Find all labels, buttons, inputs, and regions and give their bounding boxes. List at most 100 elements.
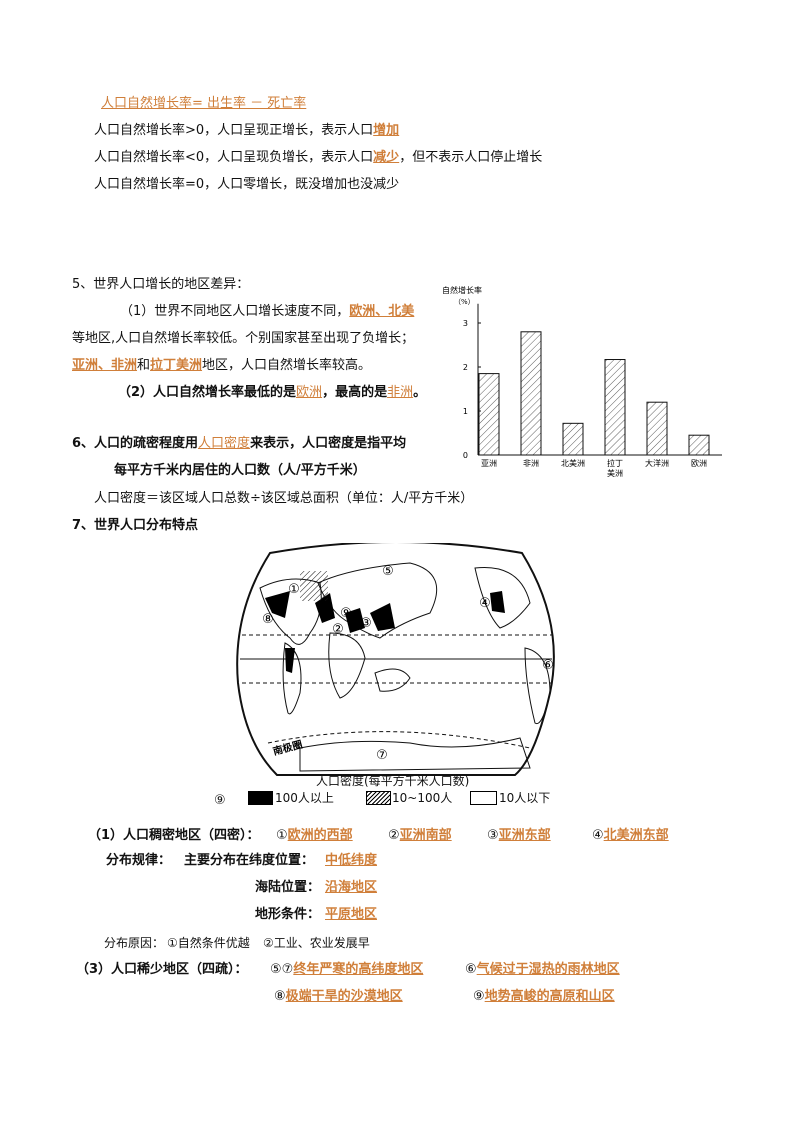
lat-value: 中低纬度 xyxy=(325,853,378,868)
continents xyxy=(259,562,551,772)
dense-areas xyxy=(265,591,505,673)
formula: 人口自然增长率= 出生率 － 死亡率 xyxy=(101,96,307,111)
answer: 极端干旱的沙漠地区 xyxy=(285,989,403,1004)
text: ，最高的是 xyxy=(322,385,388,400)
text: ，但不表示人口停止增长 xyxy=(399,150,543,165)
rate-line-3: 人口自然增长率=0，人口零增长，既没增加也没减少 xyxy=(94,177,400,192)
lat-label: 主要分布在纬度位置： xyxy=(184,853,315,868)
dense-item: ①欧洲的西部 xyxy=(276,827,353,845)
dense-item: ③亚洲东部 xyxy=(487,827,551,845)
answer: 亚洲、非洲 xyxy=(72,358,138,373)
map-legend-prefix: ⑨ xyxy=(214,793,226,808)
marker-6: ⑥ xyxy=(542,658,554,673)
marker-8: ⑧ xyxy=(262,612,274,627)
y-axis-label: 自然增长率 xyxy=(442,285,482,295)
answer: 气候过于湿热的雨林地区 xyxy=(476,962,620,977)
world-population-density-map: ① ② ③ ④ ⑤ ⑥ ⑦ ⑧ ⑨ 南极圈 xyxy=(236,543,555,776)
answer: 欧洲、北美 xyxy=(349,304,415,319)
sparse-item: ⑥气候过于湿热的雨林地区 xyxy=(465,961,620,979)
map-legend-title: 人口密度(每平方千米人口数) xyxy=(316,774,470,788)
dense-item: ②亚洲南部 xyxy=(388,827,452,845)
num: ③ xyxy=(487,828,499,843)
sparse-item: ⑤⑦终年严寒的高纬度地区 xyxy=(270,961,423,979)
reason-1: ①自然条件优越 xyxy=(167,936,250,950)
reason-2: ②工业、农业发展早 xyxy=(263,936,370,950)
answer: 欧洲 xyxy=(296,385,323,400)
answer: 地势高峻的高原和山区 xyxy=(484,989,615,1004)
y-tick-label: 3 xyxy=(463,319,468,328)
section5-p1-line3: 亚洲、非洲和拉丁美洲地区，人口自然增长率较高。 xyxy=(72,357,371,375)
map-markers: ① ② ③ ④ ⑤ ⑥ ⑦ ⑧ ⑨ xyxy=(262,564,554,763)
legend-label: 10~100人 xyxy=(392,791,453,805)
bar-亚洲 xyxy=(478,373,500,456)
legend-swatch-sparse xyxy=(470,791,497,805)
x-tick-label: 大洋洲 xyxy=(645,458,669,468)
sea-label: 海陆位置： xyxy=(255,880,321,895)
terrain-label: 地形条件： xyxy=(255,907,321,922)
dense-heading: （1）人口稠密地区（四密）： xyxy=(88,828,260,843)
answer: 拉丁美洲 xyxy=(150,358,203,373)
rate-line-2: 人口自然增长率<0，人口呈现负增长，表示人口减少，但不表示人口停止增长 xyxy=(94,149,542,167)
marker-3: ③ xyxy=(360,616,372,631)
section5-heading: 5、世界人口增长的地区差异： xyxy=(72,277,250,292)
rate-line-1: 人口自然增长率>0，人口呈现正增长，表示人口增加 xyxy=(94,122,399,140)
text: 人口自然增长率>0，人口呈现正增长，表示人口 xyxy=(94,123,374,138)
x-tick-label: 拉丁 xyxy=(607,458,623,468)
sparse-item: ⑧极端干旱的沙漠地区 xyxy=(274,988,403,1006)
marker-9: ⑨ xyxy=(340,606,352,621)
answer: 欧洲的西部 xyxy=(287,828,353,843)
terrain-value: 平原地区 xyxy=(325,907,378,922)
section5-p2: （2）人口自然增长率最低的是欧洲，最高的是非洲。 xyxy=(118,384,426,402)
bar-北美洲 xyxy=(562,422,584,456)
answer: 人口密度 xyxy=(198,436,251,451)
reason-label: 分布原因： xyxy=(104,936,165,950)
sea-value: 沿海地区 xyxy=(325,880,378,895)
text: （1）世界不同地区人口增长速度不同， xyxy=(120,304,350,319)
section5-p1: （1）世界不同地区人口增长速度不同，欧洲、北美 xyxy=(120,303,414,321)
text: 。 xyxy=(413,385,427,400)
legend-swatch-medium xyxy=(366,791,391,805)
marker-5: ⑤ xyxy=(382,564,394,579)
text: 人口自然增长率<0，人口呈现负增长，表示人口 xyxy=(94,150,374,165)
marker-2: ② xyxy=(332,622,344,637)
text: 和 xyxy=(137,358,151,373)
section6-formula: 人口密度＝该区域人口总数÷该区域总面积（单位：人/平方千米） xyxy=(94,491,474,506)
legend-swatch-dense xyxy=(248,791,273,805)
bar-拉丁美洲 xyxy=(604,359,626,456)
num: ⑨ xyxy=(473,989,485,1004)
hatched-area xyxy=(300,571,328,601)
marker-4: ④ xyxy=(479,596,491,611)
growth-rate-bar-chart: 自然增长率 （%） 0 1 2 3 亚洲 非洲 北美洲 拉丁美洲 大洋洲 欧洲 xyxy=(442,285,722,478)
text: （2）人口自然增长率最低的是 xyxy=(118,385,297,400)
bar-大洋洲 xyxy=(646,401,668,456)
num: ① xyxy=(276,828,288,843)
answer: 亚洲东部 xyxy=(498,828,551,843)
section6-line2: 每平方千米内居住的人口数（人/平方千米） xyxy=(114,463,366,478)
num: ④ xyxy=(592,828,604,843)
answer: 北美洲东部 xyxy=(603,828,669,843)
x-tick-label: 美洲 xyxy=(607,468,623,478)
text: 地区，人口自然增长率较高。 xyxy=(202,358,372,373)
x-tick-label: 亚洲 xyxy=(481,459,497,468)
x-tick-label: 非洲 xyxy=(523,458,539,468)
marker-1: ① xyxy=(288,582,300,597)
answer: 亚洲南部 xyxy=(399,828,452,843)
legend-label: 100人以上 xyxy=(275,791,334,805)
num: ⑧ xyxy=(274,989,286,1004)
sparse-heading: （3）人口稀少地区（四疏）： xyxy=(76,962,248,977)
section6-line1: 6、人口的疏密程度用人口密度来表示，人口密度是指平均 xyxy=(72,435,406,453)
sparse-item: ⑨地势高峻的高原和山区 xyxy=(473,988,615,1006)
answer: 减少 xyxy=(373,150,400,165)
bar-非洲 xyxy=(520,331,542,456)
bar-欧洲 xyxy=(688,434,710,456)
dense-item: ④北美洲东部 xyxy=(592,827,669,845)
num: ② xyxy=(388,828,400,843)
y-tick-label: 0 xyxy=(463,451,468,460)
section5-p1-line2: 等地区,人口自然增长率较低。个别国家甚至出现了负增长； xyxy=(72,331,415,346)
rule-label: 分布规律： xyxy=(106,853,172,868)
num: ⑤⑦ xyxy=(270,962,294,977)
answer: 增加 xyxy=(373,123,400,138)
y-tick-label: 2 xyxy=(463,363,468,372)
y-axis-unit: （%） xyxy=(454,298,475,306)
